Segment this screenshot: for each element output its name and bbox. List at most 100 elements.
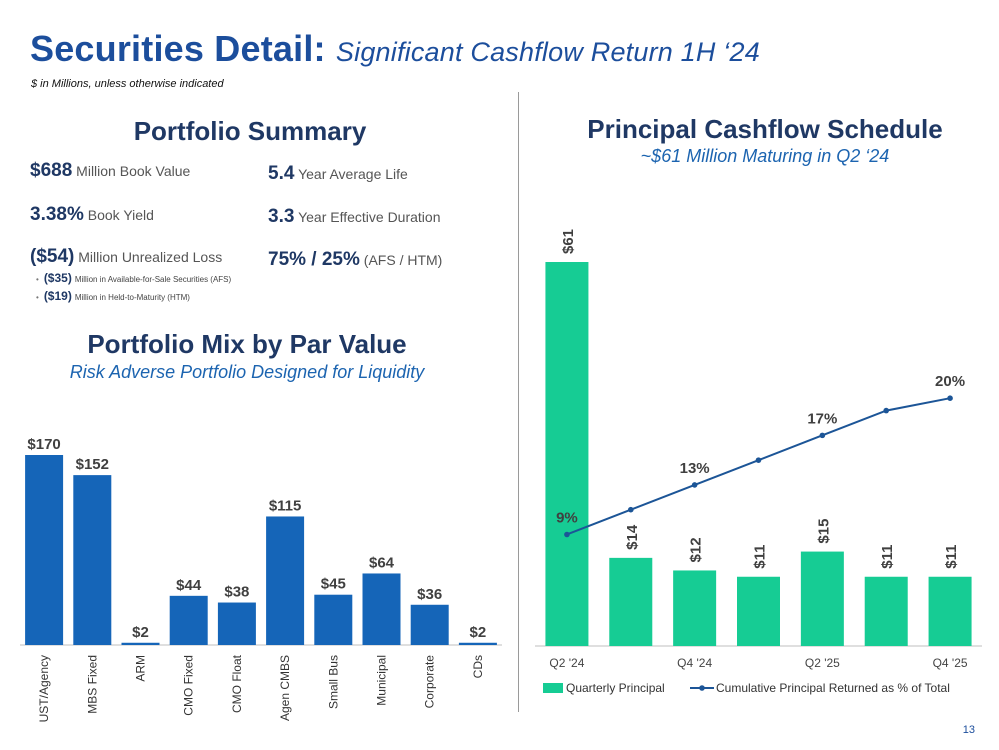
metric-label: Year Average Life [298,166,408,182]
bullet-afs: • ($35) Million in Available-for-Sale Secu… [36,271,231,285]
metric-average-life: 5.4 Year Average Life [268,163,408,185]
cashflow-bar [545,262,589,646]
cashflow-bar-label: $11 [943,545,960,569]
metric-effective-duration: 3.3 Year Effective Duration [268,206,440,228]
cashflow-bar [928,576,972,646]
cumulative-point [627,506,634,513]
mix-category-label: Municipal [375,655,389,706]
mix-data-label: $36 [417,586,442,603]
mix-bar [169,595,208,645]
cashflow-heading: Principal Cashflow Schedule [587,114,943,144]
mix-category-label: CMO Float [230,654,244,713]
legend-bar-label: Quarterly Principal [566,681,665,695]
metric-label: Million Book Value [76,163,191,179]
mix-category-label: CDs [471,655,485,678]
metric-book-yield: 3.38% Book Yield [30,204,154,226]
mix-bar [314,594,353,645]
metric-value: 3.38% [30,204,84,225]
bullet-label: Million in Held-to-Maturity (HTM) [74,293,190,302]
mix-data-label: $170 [27,436,60,453]
bullet-dot-icon: • [36,293,39,302]
metric-value: 3.3 [268,206,295,227]
mix-subheading: Risk Adverse Portfolio Designed for Liqu… [69,362,425,382]
cashflow-tick-label: Q4 '25 [933,656,968,670]
metric-label: Book Yield [87,207,154,223]
cashflow-bar-label: $11 [752,545,769,569]
mix-data-label: $38 [224,584,249,601]
mix-bar [362,573,401,645]
mix-heading: Portfolio Mix by Par Value [87,329,407,359]
cashflow-subheading: ~$61 Million Maturing in Q2 ‘24 [640,146,890,166]
units-note: $ in Millions, unless otherwise indicate… [31,78,224,90]
cumulative-point [564,531,570,538]
mix-category-label: ARM [134,655,148,682]
cashflow-bar [864,576,908,646]
mix-bar [458,642,497,645]
mix-data-label: $44 [176,577,202,594]
slide-title: Securities Detail: Significant Cashflow … [30,28,760,70]
metric-afs-htm-split: 75% / 25% (AFS / HTM) [268,249,442,271]
legend-line-marker [699,685,705,691]
cumulative-point [883,407,890,414]
cashflow-bar [609,557,653,646]
cashflow-bar [737,576,780,646]
cashflow-bar-label: $61 [560,229,577,254]
legend-bar-swatch [543,683,563,693]
title-sub: Significant Cashflow Return 1H ‘24 [335,37,760,67]
metric-label: (AFS / HTM) [363,252,443,268]
page-number: 13 [962,724,975,736]
mix-data-label: $152 [76,456,109,473]
mix-bar [73,475,112,645]
cashflow-tick-label: Q2 '24 [549,656,584,670]
cashflow-bar-label: $14 [624,524,641,550]
mix-data-label: $64 [369,554,395,571]
bullet-htm: • ($19) Million in Held-to-Maturity (HTM) [36,289,190,303]
mix-bar [217,602,256,645]
cumulative-point [755,457,762,463]
mix-category-label: UST/Agency [37,655,51,722]
mix-category-label: Agen CMBS [278,655,292,721]
mix-data-label: $45 [321,576,346,593]
cumulative-point [691,482,698,488]
cashflow-bar-label: $15 [815,519,832,544]
metric-value: 5.4 [268,163,295,184]
cumulative-point [819,432,826,439]
column-divider [518,92,519,712]
metric-label: Million Unrealized Loss [78,249,223,265]
cashflow-tick-label: Q4 '24 [677,656,712,670]
title-main: Securities Detail: [30,28,326,69]
legend-line-label: Cumulative Principal Returned as % of To… [716,681,950,695]
mix-bar [410,604,449,645]
mix-bar [266,516,305,645]
mix-data-label: $2 [470,624,487,641]
cumulative-label: 13% [680,460,710,477]
cashflow-bar-label: $12 [688,537,705,562]
cumulative-point [947,395,953,401]
cumulative-line [566,397,951,536]
mix-category-label: Corporate [423,655,437,709]
mix-category-label: MBS Fixed [85,655,99,714]
cumulative-label: 9% [556,509,578,526]
metric-value: 75% / 25% [268,249,360,270]
metric-value: $688 [30,160,73,181]
metric-label: Year Effective Duration [298,209,441,225]
mix-category-label: Small Bus [326,655,340,709]
metric-unrealized-loss: ($54) Million Unrealized Loss [30,246,222,268]
metric-value: ($54) [30,246,75,267]
bullet-value: ($19) [43,289,72,303]
cumulative-label: 17% [807,410,837,427]
bullet-label: Million in Available-for-Sale Securities… [74,275,232,284]
cashflow-bar-label: $11 [879,545,896,569]
mix-bar [121,642,160,645]
metric-book-value: $688 Million Book Value [30,160,190,182]
mix-data-label: $115 [269,497,302,514]
mix-category-label: CMO Fixed [182,655,196,716]
cashflow-bar [800,551,844,646]
bullet-value: ($35) [43,271,72,285]
mix-data-label: $2 [132,624,149,641]
bullet-dot-icon: • [36,275,39,284]
cashflow-bar [673,570,717,646]
mix-bar [25,455,64,645]
summary-heading: Portfolio Summary [133,116,367,146]
